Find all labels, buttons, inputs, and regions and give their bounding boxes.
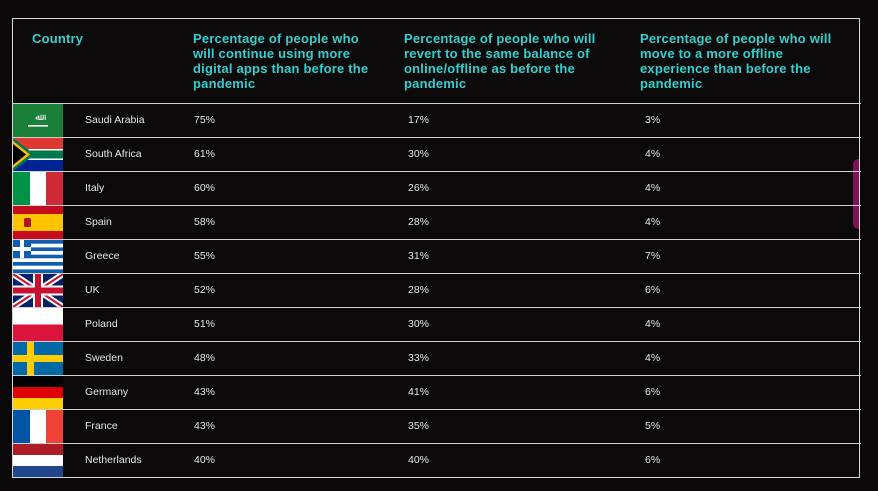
more-offline-value: 4%	[645, 216, 661, 228]
flag-netherlands-icon	[13, 444, 63, 477]
country-cell: Saudi Arabia	[85, 114, 145, 126]
country-cell: Netherlands	[85, 454, 142, 466]
more-offline-value: 3%	[645, 114, 661, 126]
continue-digital-value: 52%	[194, 284, 216, 296]
table-row: Germany 43% 41% 6%	[13, 375, 861, 409]
table-row: Greece 55% 31% 7%	[13, 239, 861, 273]
country-cell: France	[85, 420, 118, 432]
country-cell: South Africa	[85, 148, 142, 160]
country-cell: Poland	[85, 318, 118, 330]
flag-uk-icon	[13, 274, 63, 307]
header-more-offline: Percentage of people who will move to a …	[640, 31, 832, 91]
revert-balance-value: 30%	[408, 148, 430, 160]
revert-balance-value: 26%	[408, 182, 430, 194]
continue-digital-value: 40%	[194, 454, 216, 466]
more-offline-value: 6%	[645, 454, 661, 466]
continue-digital-value: 55%	[194, 250, 216, 262]
table-row: Sweden 48% 33% 4%	[13, 341, 861, 375]
more-offline-value: 6%	[645, 386, 661, 398]
header-revert-balance: Percentage of people who will revert to …	[404, 31, 596, 91]
country-cell: UK	[85, 284, 100, 296]
flag-poland-icon	[13, 308, 63, 341]
continue-digital-value: 58%	[194, 216, 216, 228]
more-offline-value: 5%	[645, 420, 661, 432]
flag-sweden-icon	[13, 342, 63, 375]
revert-balance-value: 33%	[408, 352, 430, 364]
flag-saudi-arabia-icon: ﷲ	[13, 104, 63, 137]
continue-digital-value: 51%	[194, 318, 216, 330]
country-cell: Greece	[85, 250, 120, 262]
table-body: ﷲ Saudi Arabia 75% 17% 3% South Africa 61% 30% 4…	[13, 103, 861, 477]
flag-south-africa-icon	[13, 138, 63, 171]
table-row: ﷲ Saudi Arabia 75% 17% 3%	[13, 103, 861, 137]
revert-balance-value: 28%	[408, 284, 430, 296]
decorative-accent	[853, 159, 859, 229]
flag-greece-icon	[13, 240, 63, 273]
table-row: France 43% 35% 5%	[13, 409, 861, 443]
table-row: Spain 58% 28% 4%	[13, 205, 861, 239]
continue-digital-value: 60%	[194, 182, 216, 194]
table-frame: Country Percentage of people who will co…	[12, 18, 861, 478]
country-cell: Italy	[85, 182, 105, 194]
continue-digital-value: 43%	[194, 386, 216, 398]
more-offline-value: 4%	[645, 318, 661, 330]
more-offline-value: 4%	[645, 148, 661, 160]
table-row: South Africa 61% 30% 4%	[13, 137, 861, 171]
table-row: Netherlands 40% 40% 6%	[13, 443, 861, 477]
more-offline-value: 4%	[645, 352, 661, 364]
flag-france-icon	[13, 410, 63, 443]
header-country: Country	[32, 31, 84, 46]
continue-digital-value: 75%	[194, 114, 216, 126]
country-cell: Spain	[85, 216, 112, 228]
continue-digital-value: 48%	[194, 352, 216, 364]
revert-balance-value: 28%	[408, 216, 430, 228]
revert-balance-value: 30%	[408, 318, 430, 330]
continue-digital-value: 43%	[194, 420, 216, 432]
table-row: UK 52% 28% 6%	[13, 273, 861, 307]
continue-digital-value: 61%	[194, 148, 216, 160]
table-row: Poland 51% 30% 4%	[13, 307, 861, 341]
country-cell: Germany	[85, 386, 129, 398]
country-cell: Sweden	[85, 352, 123, 364]
flag-spain-icon	[13, 206, 63, 239]
table-header: Country Percentage of people who will co…	[13, 19, 861, 103]
more-offline-value: 4%	[645, 182, 661, 194]
table-row: Italy 60% 26% 4%	[13, 171, 861, 205]
flag-germany-icon	[13, 376, 63, 409]
revert-balance-value: 35%	[408, 420, 430, 432]
revert-balance-value: 40%	[408, 454, 430, 466]
revert-balance-value: 41%	[408, 386, 430, 398]
header-continue-digital: Percentage of people who will continue u…	[193, 31, 369, 91]
more-offline-value: 7%	[645, 250, 661, 262]
revert-balance-value: 31%	[408, 250, 430, 262]
more-offline-value: 6%	[645, 284, 661, 296]
revert-balance-value: 17%	[408, 114, 430, 126]
flag-italy-icon	[13, 172, 63, 205]
